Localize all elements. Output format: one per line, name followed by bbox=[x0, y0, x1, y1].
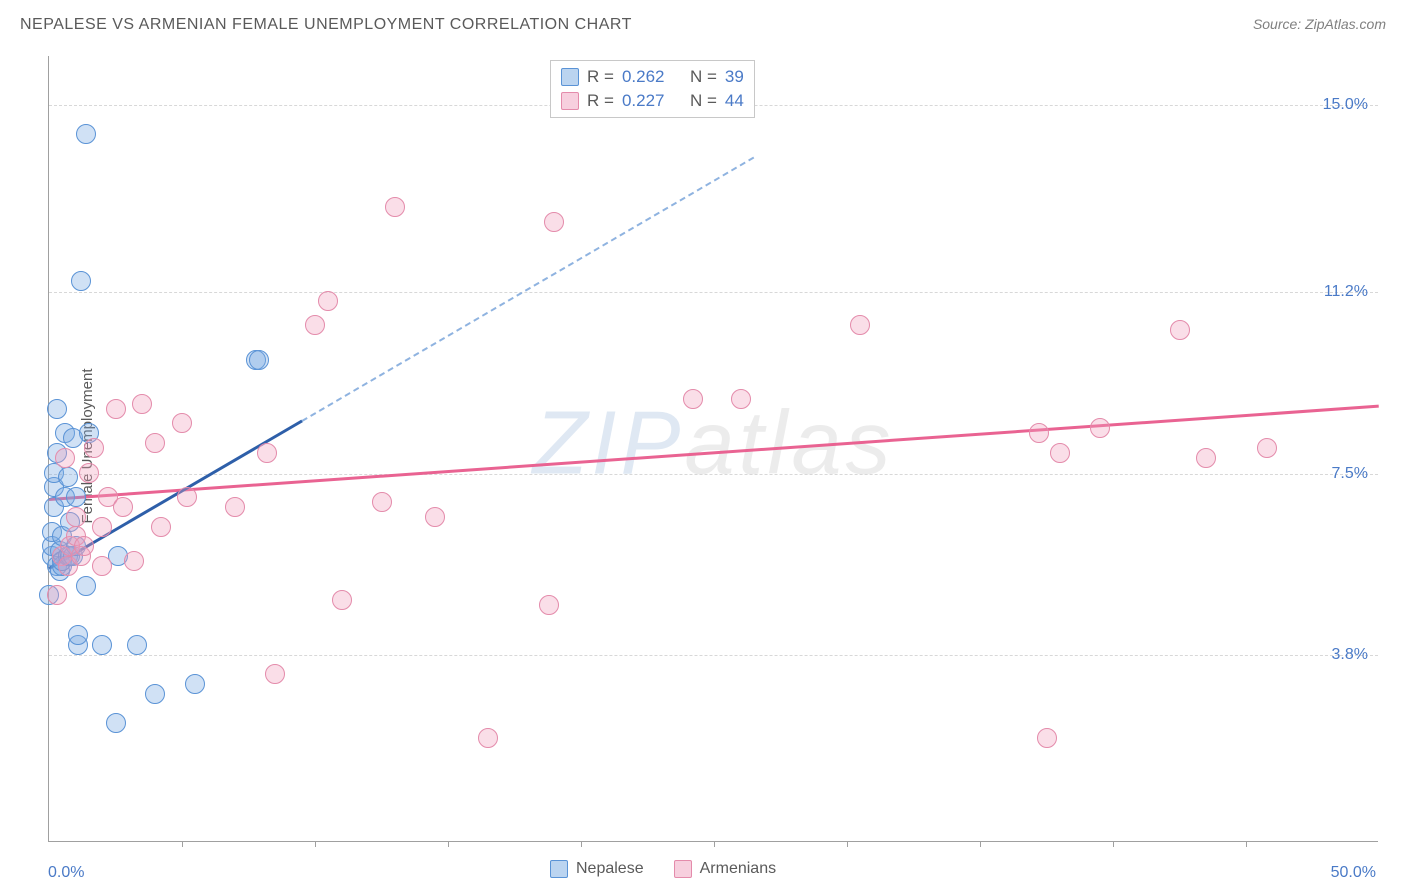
x-tick bbox=[581, 841, 582, 847]
gridline bbox=[49, 474, 1378, 475]
x-tick bbox=[315, 841, 316, 847]
legend-item: Armenians bbox=[674, 860, 776, 878]
data-point bbox=[76, 576, 96, 596]
legend-n-label: N = bbox=[690, 67, 717, 87]
x-axis-max-label: 50.0% bbox=[1331, 864, 1376, 882]
data-point bbox=[1170, 320, 1190, 340]
data-point bbox=[55, 448, 75, 468]
data-point bbox=[385, 197, 405, 217]
plot-area: ZIPatlas 3.8%7.5%11.2%15.0% bbox=[48, 56, 1378, 842]
data-point bbox=[305, 315, 325, 335]
gridline bbox=[49, 292, 1378, 293]
data-point bbox=[372, 492, 392, 512]
data-point bbox=[76, 124, 96, 144]
legend-r-value: 0.227 bbox=[622, 91, 665, 111]
correlation-legend: R = 0.262 N = 39 R = 0.227 N = 44 bbox=[550, 60, 755, 118]
y-tick-label: 11.2% bbox=[1324, 283, 1368, 301]
data-point bbox=[1257, 438, 1277, 458]
data-point bbox=[79, 463, 99, 483]
trend-line bbox=[301, 156, 754, 421]
data-point bbox=[127, 635, 147, 655]
data-point bbox=[1196, 448, 1216, 468]
legend-item: Nepalese bbox=[550, 860, 644, 878]
data-point bbox=[132, 394, 152, 414]
data-point bbox=[731, 389, 751, 409]
x-tick bbox=[1113, 841, 1114, 847]
chart-title: NEPALESE VS ARMENIAN FEMALE UNEMPLOYMENT… bbox=[20, 16, 632, 34]
x-tick bbox=[1246, 841, 1247, 847]
data-point bbox=[544, 212, 564, 232]
data-point bbox=[1090, 418, 1110, 438]
y-tick-label: 15.0% bbox=[1323, 96, 1368, 114]
legend-n-label: N = bbox=[690, 91, 717, 111]
x-tick bbox=[980, 841, 981, 847]
x-tick bbox=[448, 841, 449, 847]
x-tick bbox=[182, 841, 183, 847]
data-point bbox=[74, 536, 94, 556]
data-point bbox=[318, 291, 338, 311]
data-point bbox=[124, 551, 144, 571]
source-prefix: Source: bbox=[1253, 16, 1305, 32]
data-point bbox=[332, 590, 352, 610]
data-point bbox=[106, 399, 126, 419]
data-point bbox=[92, 635, 112, 655]
data-point bbox=[850, 315, 870, 335]
data-point bbox=[1029, 423, 1049, 443]
legend-label: Armenians bbox=[700, 860, 776, 878]
legend-r-label: R = bbox=[587, 91, 614, 111]
legend-label: Nepalese bbox=[576, 860, 644, 878]
legend-r-value: 0.262 bbox=[622, 67, 665, 87]
data-point bbox=[92, 556, 112, 576]
data-point bbox=[683, 389, 703, 409]
data-point bbox=[539, 595, 559, 615]
data-point bbox=[1037, 728, 1057, 748]
data-point bbox=[172, 413, 192, 433]
data-point bbox=[265, 664, 285, 684]
x-tick bbox=[847, 841, 848, 847]
data-point bbox=[113, 497, 133, 517]
gridline bbox=[49, 655, 1378, 656]
data-point bbox=[249, 350, 269, 370]
data-point bbox=[68, 625, 88, 645]
data-point bbox=[66, 487, 86, 507]
source-attribution: Source: ZipAtlas.com bbox=[1253, 16, 1386, 32]
y-tick-label: 3.8% bbox=[1332, 646, 1368, 664]
series-legend: Nepalese Armenians bbox=[550, 860, 776, 878]
data-point bbox=[71, 271, 91, 291]
data-point bbox=[145, 684, 165, 704]
data-point bbox=[84, 438, 104, 458]
data-point bbox=[145, 433, 165, 453]
data-point bbox=[92, 517, 112, 537]
legend-n-value: 39 bbox=[725, 67, 744, 87]
data-point bbox=[257, 443, 277, 463]
data-point bbox=[151, 517, 171, 537]
data-point bbox=[185, 674, 205, 694]
source-link[interactable]: ZipAtlas.com bbox=[1305, 16, 1386, 32]
data-point bbox=[47, 585, 67, 605]
chart-container: NEPALESE VS ARMENIAN FEMALE UNEMPLOYMENT… bbox=[0, 0, 1406, 892]
data-point bbox=[1050, 443, 1070, 463]
watermark-part-1: ZIP bbox=[532, 393, 684, 493]
legend-r-label: R = bbox=[587, 67, 614, 87]
data-point bbox=[478, 728, 498, 748]
data-point bbox=[225, 497, 245, 517]
legend-swatch bbox=[550, 860, 568, 878]
data-point bbox=[47, 399, 67, 419]
data-point bbox=[425, 507, 445, 527]
legend-n-value: 44 bbox=[725, 91, 744, 111]
y-tick-label: 7.5% bbox=[1332, 465, 1368, 483]
legend-swatch bbox=[674, 860, 692, 878]
legend-row: R = 0.262 N = 39 bbox=[561, 65, 744, 89]
data-point bbox=[106, 713, 126, 733]
legend-swatch bbox=[561, 68, 579, 86]
x-tick bbox=[714, 841, 715, 847]
data-point bbox=[177, 487, 197, 507]
legend-swatch bbox=[561, 92, 579, 110]
x-axis-min-label: 0.0% bbox=[48, 864, 84, 882]
data-point bbox=[66, 507, 86, 527]
data-point bbox=[58, 467, 78, 487]
legend-row: R = 0.227 N = 44 bbox=[561, 89, 744, 113]
